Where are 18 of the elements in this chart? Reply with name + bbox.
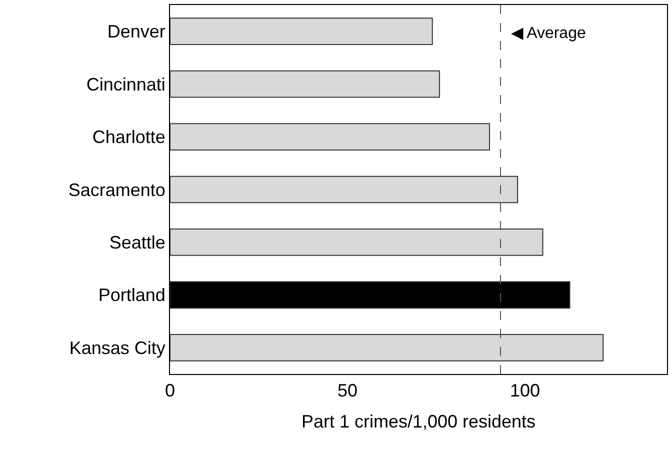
y-tick-label: Charlotte (92, 127, 166, 148)
y-tick-label: Portland (98, 285, 166, 306)
x-tick-label: 50 (337, 380, 358, 401)
annotation: ◀ Average (511, 25, 586, 42)
y-tick-label: Seattle (109, 232, 166, 253)
bar (170, 70, 440, 98)
y-tick-label: Sacramento (68, 180, 166, 200)
y-tick-label: Cincinnati (86, 74, 166, 94)
bar (170, 176, 518, 204)
x-axis-title: Part 1 crimes/1,000 residents (301, 412, 536, 432)
bar (170, 334, 604, 362)
x-tick-label: 0 (164, 380, 176, 401)
bar (170, 123, 490, 150)
y-tick-label: Denver (107, 22, 166, 42)
bar (170, 18, 433, 46)
bar (170, 228, 544, 256)
x-tick-label: 100 (510, 380, 540, 401)
y-tick-label: Kansas City (69, 338, 166, 358)
